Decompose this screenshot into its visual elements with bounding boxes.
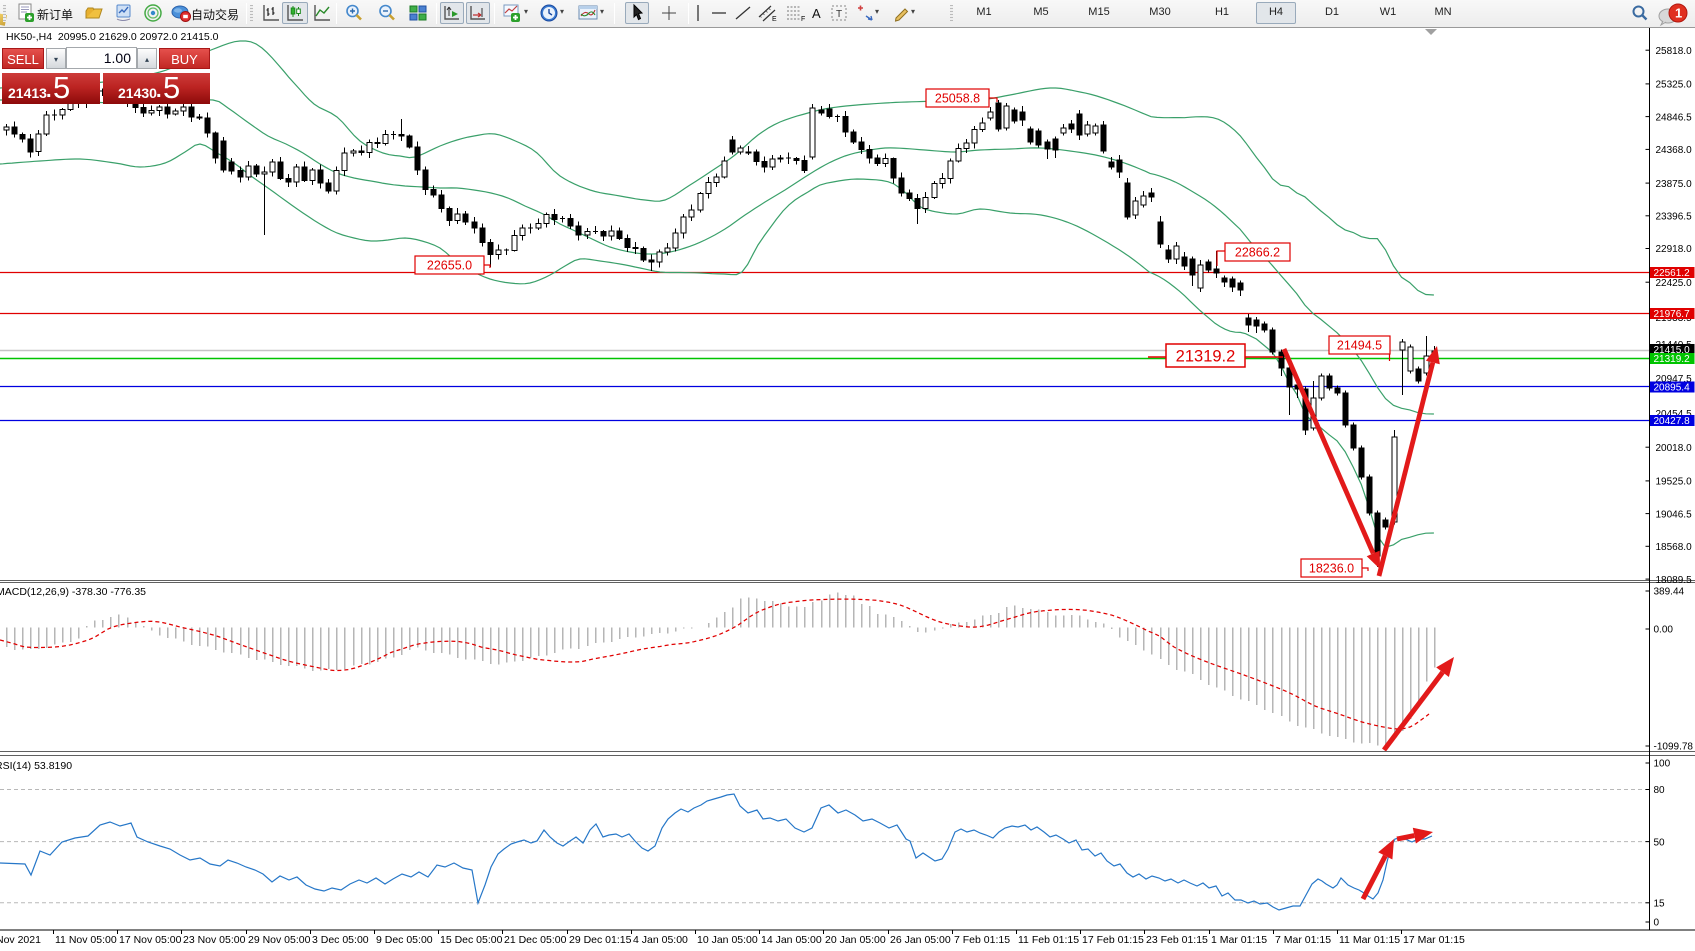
svg-text:18089.5: 18089.5 xyxy=(1656,575,1693,586)
svg-text:24368.0: 24368.0 xyxy=(1656,145,1693,156)
svg-text:MACD(12,26,9) -378.30 -776.35: MACD(12,26,9) -378.30 -776.35 xyxy=(0,586,146,598)
svg-text:17 Feb 01:15: 17 Feb 01:15 xyxy=(1082,934,1144,946)
svg-text:1: 1 xyxy=(1675,6,1682,21)
svg-text:11 Feb 01:15: 11 Feb 01:15 xyxy=(1018,934,1079,946)
svg-text:22866.2: 22866.2 xyxy=(1235,246,1280,260)
svg-text:80: 80 xyxy=(1654,785,1666,796)
svg-text:20947.5: 20947.5 xyxy=(1656,374,1693,385)
svg-text:HK50-,H4 20995.0 21629.0 2097: HK50-,H4 20995.0 21629.0 20972.0 21415.0 xyxy=(6,31,219,43)
svg-text:21976.7: 21976.7 xyxy=(1654,309,1691,320)
svg-text:21319.2: 21319.2 xyxy=(1176,347,1236,365)
svg-text:RSI(14) 53.8190: RSI(14) 53.8190 xyxy=(0,760,72,772)
svg-text:26 Jan 05:00: 26 Jan 05:00 xyxy=(890,934,951,946)
svg-text:E: E xyxy=(772,16,777,23)
svg-text:3 Dec 05:00: 3 Dec 05:00 xyxy=(312,934,369,946)
svg-text:29 Dec 01:15: 29 Dec 01:15 xyxy=(569,934,632,946)
svg-text:T: T xyxy=(836,9,842,20)
svg-text:24846.5: 24846.5 xyxy=(1656,112,1693,123)
svg-text:17 Mar 01:15: 17 Mar 01:15 xyxy=(1403,934,1465,946)
svg-text:22561.2: 22561.2 xyxy=(1654,268,1691,279)
svg-text:50: 50 xyxy=(1654,837,1666,848)
svg-text:389.44: 389.44 xyxy=(1654,587,1685,598)
svg-text:9 Dec 05:00: 9 Dec 05:00 xyxy=(376,934,433,946)
svg-text:7 Mar 01:15: 7 Mar 01:15 xyxy=(1275,934,1331,946)
svg-text:25818.0: 25818.0 xyxy=(1656,46,1693,57)
svg-text:25325.0: 25325.0 xyxy=(1656,80,1693,91)
svg-text:20895.4: 20895.4 xyxy=(1654,383,1691,394)
svg-text:14 Jan 05:00: 14 Jan 05:00 xyxy=(761,934,822,946)
svg-text:11 Mar 01:15: 11 Mar 01:15 xyxy=(1339,934,1400,946)
svg-text:22425.0: 22425.0 xyxy=(1656,278,1693,289)
svg-text:1 Mar 01:15: 1 Mar 01:15 xyxy=(1211,934,1267,946)
svg-text:-1099.78: -1099.78 xyxy=(1654,742,1694,753)
svg-text:19525.0: 19525.0 xyxy=(1656,477,1693,488)
svg-text:18236.0: 18236.0 xyxy=(1309,562,1354,576)
svg-text:17 Nov 05:00: 17 Nov 05:00 xyxy=(119,934,182,946)
svg-text:23875.0: 23875.0 xyxy=(1656,179,1693,190)
svg-text:19046.5: 19046.5 xyxy=(1656,509,1693,520)
svg-text:100: 100 xyxy=(1654,759,1671,770)
svg-text:18568.0: 18568.0 xyxy=(1656,542,1693,553)
svg-text:29 Nov 05:00: 29 Nov 05:00 xyxy=(248,934,311,946)
svg-text:23 Feb 01:15: 23 Feb 01:15 xyxy=(1146,934,1208,946)
svg-text:21415.0: 21415.0 xyxy=(1654,345,1691,356)
svg-text:23396.5: 23396.5 xyxy=(1656,212,1693,223)
svg-text:4 Jan 05:00: 4 Jan 05:00 xyxy=(633,934,688,946)
svg-text:7 Feb 01:15: 7 Feb 01:15 xyxy=(954,934,1010,946)
svg-text:10 Jan 05:00: 10 Jan 05:00 xyxy=(697,934,758,946)
svg-text:20454.5: 20454.5 xyxy=(1656,409,1693,420)
svg-text:11 Nov 05:00: 11 Nov 05:00 xyxy=(55,934,117,946)
svg-text:23 Nov 05:00: 23 Nov 05:00 xyxy=(183,934,246,946)
svg-text:Nov 2021: Nov 2021 xyxy=(0,934,41,946)
svg-text:F: F xyxy=(801,16,805,23)
svg-text:20 Jan 05:00: 20 Jan 05:00 xyxy=(825,934,886,946)
svg-text:21 Dec 05:00: 21 Dec 05:00 xyxy=(504,934,567,946)
svg-text:0: 0 xyxy=(1654,918,1660,929)
svg-text:20018.0: 20018.0 xyxy=(1656,443,1693,454)
svg-text:22655.0: 22655.0 xyxy=(427,259,472,273)
svg-text:0.00: 0.00 xyxy=(1654,625,1674,636)
svg-text:21319.2: 21319.2 xyxy=(1654,354,1691,365)
svg-text:25058.8: 25058.8 xyxy=(935,92,980,106)
svg-text:15 Dec 05:00: 15 Dec 05:00 xyxy=(440,934,503,946)
svg-text:20427.8: 20427.8 xyxy=(1654,416,1691,427)
svg-text:15: 15 xyxy=(1654,899,1666,910)
svg-text:22918.0: 22918.0 xyxy=(1656,244,1693,255)
svg-text:21494.5: 21494.5 xyxy=(1337,339,1382,353)
